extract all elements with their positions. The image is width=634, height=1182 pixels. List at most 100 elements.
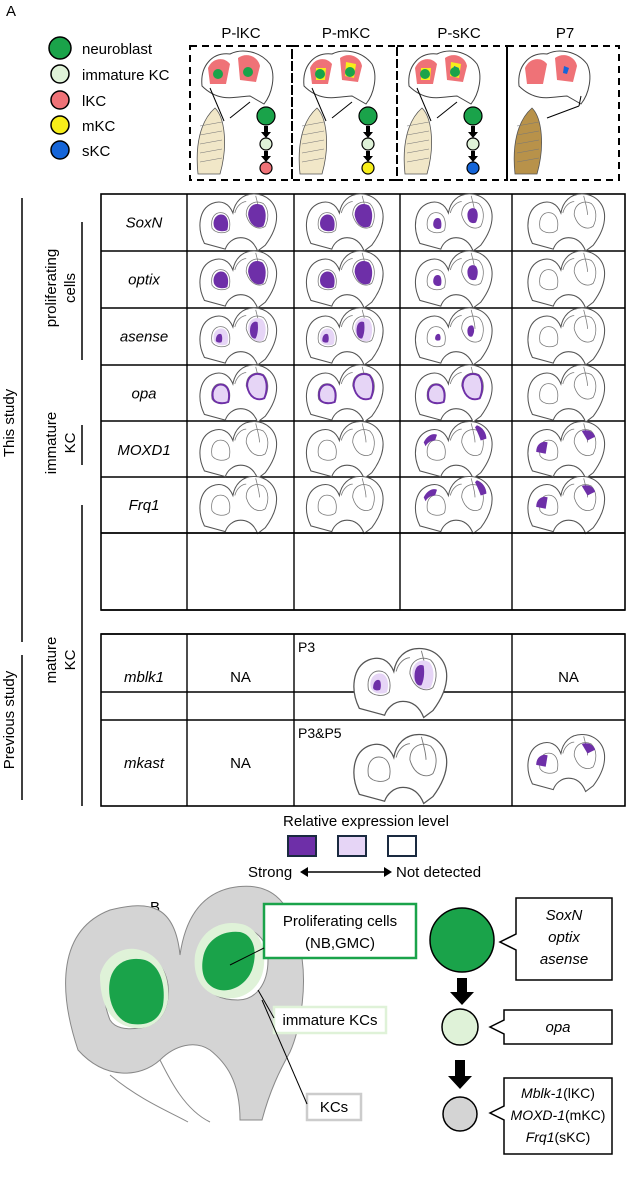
brain-mini-calyx-left (539, 269, 559, 291)
pupa-segment (406, 157, 430, 163)
legend-label-mkc: mKC (82, 118, 116, 135)
stage-tag: P3&P5 (298, 725, 342, 741)
brain-mini-lines (562, 309, 588, 329)
stage-box-border (396, 45, 508, 181)
brain-mini-calyx-right (245, 484, 269, 511)
expression-region (320, 271, 335, 289)
brain-mini-calyx-right (573, 372, 597, 400)
pupa-segment (516, 148, 540, 154)
box1-line-optix: optix (548, 929, 580, 946)
expression-region (320, 214, 335, 232)
swatch-none (387, 835, 417, 857)
pupa-segment (516, 130, 540, 136)
expression-region-2 (248, 260, 266, 285)
brain-mini-calyx-right (573, 201, 597, 229)
brain-mini (305, 475, 384, 535)
expression-region (373, 679, 381, 691)
label-not-detected: Not detected (396, 864, 481, 881)
brain-region-skc (563, 66, 569, 74)
label-previous-study: Previous study (1, 670, 18, 769)
pupa-segment (199, 130, 223, 136)
pupa-segment (199, 139, 223, 145)
legend-label-immature: immature KC (82, 67, 170, 84)
pupa-shape (196, 107, 225, 175)
lineage-kc (442, 1096, 478, 1132)
panel-b-label: B (150, 899, 160, 916)
gene-label: mkast (124, 755, 165, 772)
box3-gene-2: MOXD-1 (511, 1107, 565, 1123)
brain-nb-dot (315, 69, 325, 79)
mini-arrow-2 (468, 151, 478, 162)
cell-na-left: NA (230, 755, 251, 772)
mini-arrow (261, 126, 271, 138)
swatch-strong (287, 835, 317, 857)
brain-mini (305, 193, 384, 252)
box3-suffix-3: (sKC) (555, 1129, 591, 1145)
table-row-asense: asense (120, 307, 606, 366)
stage-label-pmkc: P-mKC (322, 25, 371, 42)
brain-mini-lines (562, 366, 588, 386)
brain-mini (353, 733, 448, 805)
proliferating-label-line2: (NB,GMC) (305, 935, 375, 952)
brain-mini (414, 420, 493, 480)
brain-mini-lines (234, 478, 260, 498)
brain-mini (353, 647, 448, 719)
legend-swatch-mkc (50, 115, 70, 135)
label-immature-1: immature (43, 412, 60, 475)
callout-box-kc (488, 1077, 613, 1155)
expression-region-2 (414, 665, 425, 686)
mini-kc (259, 161, 273, 175)
brain-mini-lines (562, 195, 588, 215)
panel-a-label: A (6, 3, 16, 20)
gene-label: opa (131, 386, 156, 403)
previous-row-mkast: mkast NA P3&P5 (124, 725, 606, 805)
brain-mini (527, 475, 606, 535)
brain-nb-dot (213, 69, 223, 79)
mini-arrow (468, 126, 478, 138)
pupa-segment (199, 157, 223, 163)
brain-mini (527, 307, 606, 366)
table-row-moxd1: MOXD1 (117, 420, 606, 480)
mini-kc (466, 161, 480, 175)
brain-mini-lines (449, 478, 476, 498)
gene-label: mblk1 (124, 669, 164, 686)
pupa-segment (301, 157, 325, 163)
brain-mini (199, 193, 278, 252)
pupa-segment (301, 121, 325, 127)
pupa-segment (406, 139, 430, 145)
leader-proliferating (229, 947, 265, 966)
brain-mini-calyx-right (352, 429, 375, 456)
brain-mini-lines (449, 423, 476, 443)
brain-mini (414, 475, 493, 535)
pupa-segment (516, 121, 540, 127)
brain-lower-lines (109, 1059, 211, 1123)
expression-region (433, 274, 442, 286)
legend-swatch-skc (50, 140, 70, 160)
pupa-segment (406, 148, 430, 154)
label-proliferating-2: cells (62, 273, 79, 303)
kc-label: KCs (320, 1099, 348, 1116)
brain-mini-lines (449, 309, 476, 329)
leader-line (209, 87, 225, 122)
brain-mini-lines (234, 423, 260, 443)
box3-suffix-1: (lKC) (563, 1085, 595, 1101)
mini-immature (259, 137, 273, 151)
lineage-neuroblast (429, 907, 495, 973)
brain-mini (527, 250, 606, 309)
leader-line (416, 87, 432, 122)
legend-label-lkc: lKC (82, 93, 106, 110)
expression-region-2 (581, 430, 596, 441)
immature-label: immature KCs (282, 1012, 377, 1029)
expression-region-2 (354, 260, 373, 285)
legend-label-skc: sKC (82, 143, 111, 160)
expression-region-2 (250, 321, 258, 339)
mini-arrow (363, 126, 373, 138)
previous-row-mblk1: mblk1 NA P3 NA (124, 639, 579, 719)
leader-line-2 (436, 101, 458, 119)
mini-neuroblast (358, 106, 378, 126)
pupa-segment (406, 121, 430, 127)
box1-line-soxn: SoxN (546, 907, 583, 924)
box3-line-3: Frq1(sKC) (526, 1129, 591, 1145)
cell-na-left: NA (230, 669, 251, 686)
